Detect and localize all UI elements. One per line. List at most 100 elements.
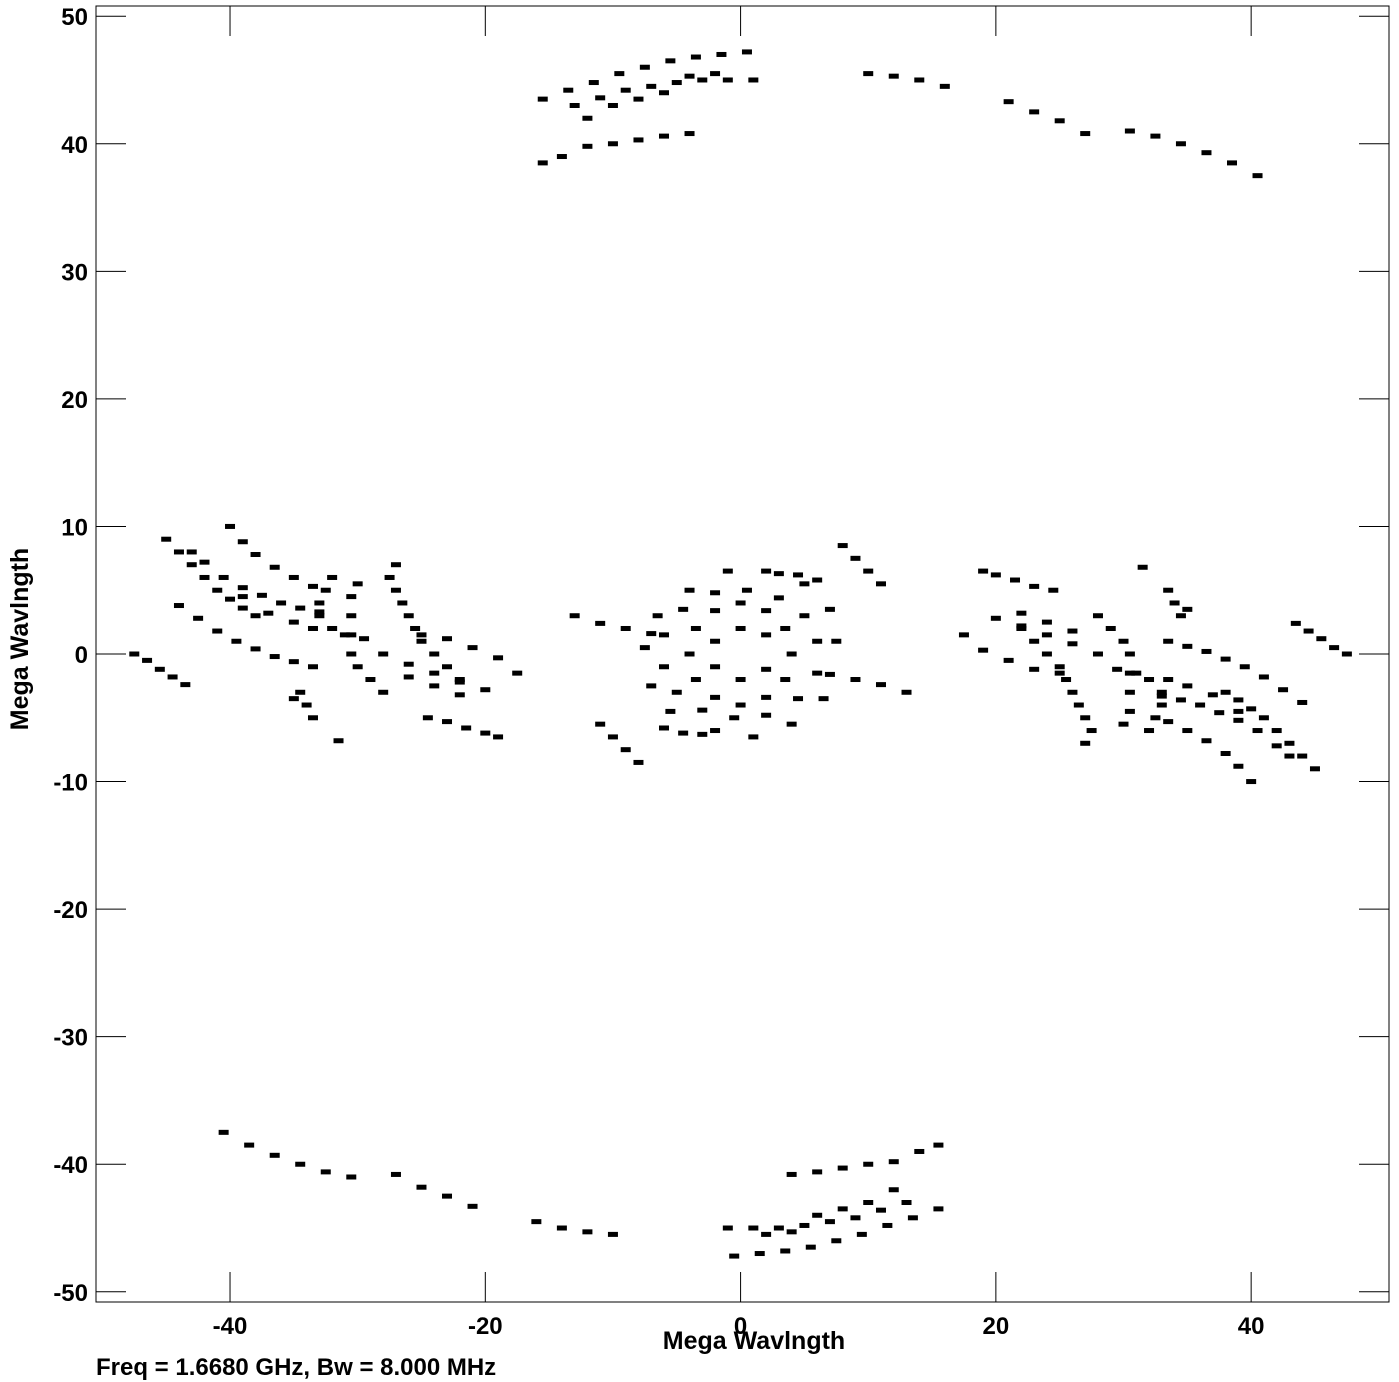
uv-point [512, 670, 523, 676]
uv-point [786, 721, 797, 727]
y-tick-label: 10 [61, 514, 88, 541]
uv-point [735, 625, 746, 631]
uv-point [327, 625, 338, 631]
uv-point [837, 1206, 848, 1212]
uv-point [1016, 623, 1027, 629]
uv-point [359, 636, 370, 642]
uv-point [1195, 702, 1206, 708]
data-points [129, 49, 1352, 1259]
uv-point [454, 677, 465, 683]
uv-point [748, 1225, 759, 1231]
uv-point [678, 606, 689, 612]
x-tick-label: 40 [1238, 1313, 1265, 1340]
uv-point [939, 83, 950, 89]
uv-point [684, 651, 695, 657]
uv-point [620, 747, 631, 753]
uv-point [595, 620, 606, 626]
uv-point [480, 730, 491, 736]
uv-point [671, 689, 682, 695]
uv-point [837, 543, 848, 549]
uv-point [307, 664, 318, 670]
uv-point [161, 536, 172, 542]
uv-point [990, 615, 1001, 621]
uv-point [1271, 743, 1282, 749]
uv-point [1048, 587, 1059, 593]
uv-point [1201, 150, 1212, 156]
uv-point [1182, 728, 1193, 734]
uv-point [1182, 606, 1193, 612]
uv-point [1029, 583, 1040, 589]
uv-point [761, 1231, 772, 1237]
uv-point [582, 1229, 593, 1235]
uv-point [1118, 638, 1129, 644]
y-axis-label: Mega Wavlngth [6, 548, 34, 730]
uv-point [633, 96, 644, 102]
uv-point [824, 671, 835, 677]
uv-point [1258, 674, 1269, 680]
x-tick-label: 20 [983, 1313, 1010, 1340]
uv-point [678, 730, 689, 736]
y-tick-label: 30 [61, 259, 88, 286]
uv-point [288, 574, 299, 580]
uv-point [690, 625, 701, 631]
uv-point [1297, 699, 1308, 705]
uv-point [320, 587, 331, 593]
uv-point [416, 632, 427, 638]
uv-point [690, 677, 701, 683]
uv-point [633, 137, 644, 143]
uv-point [1118, 721, 1129, 727]
uv-point [1182, 643, 1193, 649]
uv-point [1150, 133, 1161, 139]
uv-point [1233, 697, 1244, 703]
uv-point [307, 625, 318, 631]
uv-point [1169, 600, 1180, 606]
uv-point [773, 571, 784, 577]
uv-point [780, 677, 791, 683]
uv-point [863, 1200, 874, 1206]
uv-point [173, 603, 184, 609]
uv-point [722, 77, 733, 83]
uv-point [1252, 173, 1263, 179]
uv-point [1073, 702, 1084, 708]
uv-point [735, 702, 746, 708]
uv-point [1092, 613, 1103, 619]
uv-point [493, 734, 504, 740]
uv-point [659, 632, 670, 638]
uv-point [256, 592, 267, 598]
uv-point [461, 725, 472, 731]
uv-point [659, 664, 670, 670]
uv-point [735, 677, 746, 683]
uv-point [454, 679, 465, 685]
uv-point [142, 657, 153, 663]
uv-point [314, 600, 325, 606]
uv-point [671, 80, 682, 86]
uv-point [722, 568, 733, 574]
uv-point [620, 87, 631, 93]
uv-point [1054, 118, 1065, 124]
uv-point [646, 83, 657, 89]
uv-point [288, 696, 299, 702]
uv-point [429, 670, 440, 676]
uv-point [1329, 645, 1340, 651]
uv-point [1182, 683, 1193, 689]
uv-point [212, 628, 223, 634]
uv-point [665, 58, 676, 64]
uv-point [378, 689, 389, 695]
uv-point [1303, 628, 1314, 634]
uv-point [569, 613, 580, 619]
uv-point [231, 638, 242, 644]
uv-point [1239, 664, 1250, 670]
uv-point [1252, 728, 1263, 734]
uv-point [429, 683, 440, 689]
uv-point [1175, 613, 1186, 619]
uv-point [250, 646, 261, 652]
uv-point [882, 1222, 893, 1228]
uv-point [754, 1251, 765, 1257]
uv-point [990, 572, 1001, 578]
uv-point [225, 596, 236, 602]
uv-point [1284, 753, 1295, 759]
y-tick-label: -10 [53, 770, 88, 797]
uv-point [614, 71, 625, 77]
uv-point [831, 638, 842, 644]
uv-point [875, 682, 886, 688]
